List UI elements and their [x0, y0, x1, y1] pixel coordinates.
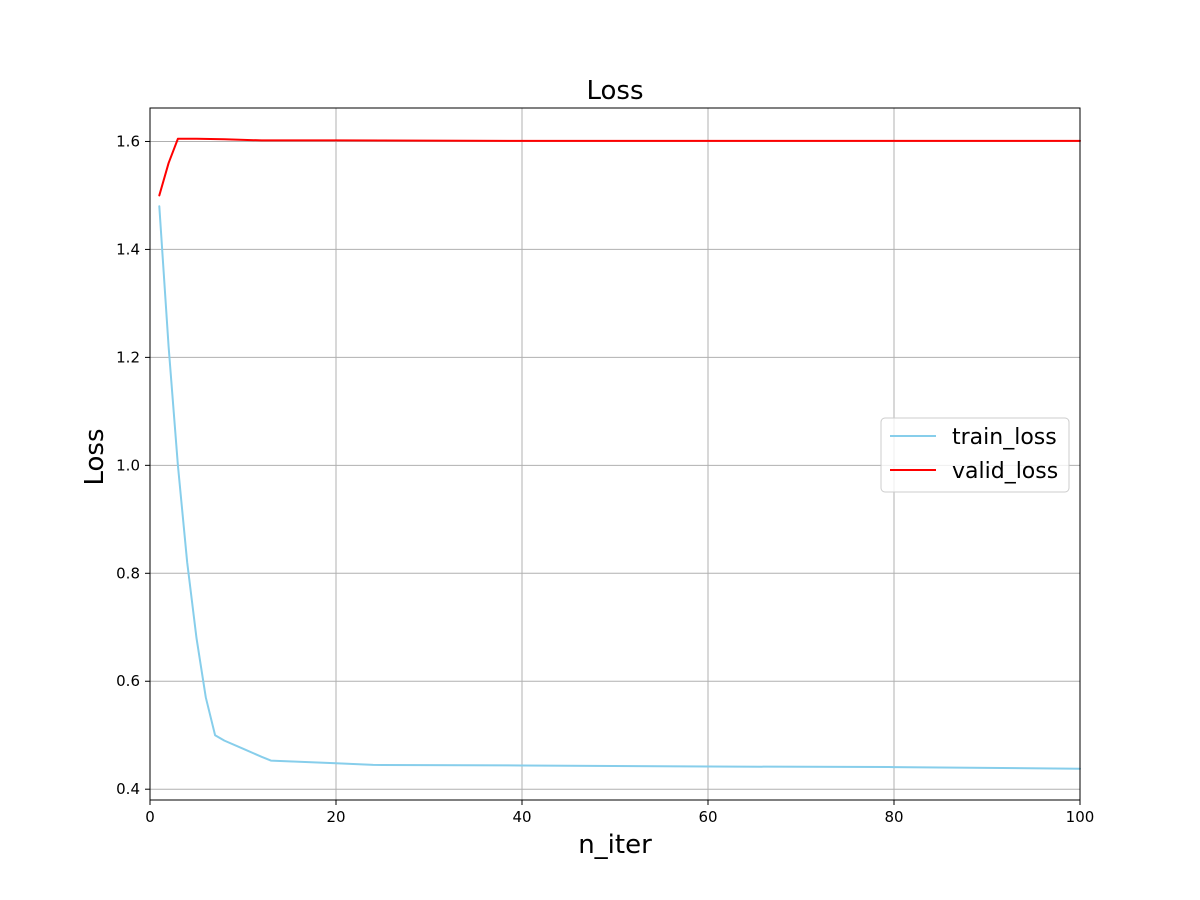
y-tick-label-1: 0.6	[116, 672, 140, 690]
x-axis-label: n_iter	[578, 830, 652, 860]
chart-title: Loss	[586, 76, 643, 106]
x-tick-label-1: 20	[326, 808, 345, 826]
x-tick-label-0: 0	[145, 808, 155, 826]
x-tick-label-4: 80	[884, 808, 903, 826]
x-tick-label-2: 40	[512, 808, 531, 826]
y-tick-label-6: 1.6	[116, 132, 140, 150]
legend-label-valid-loss: valid_loss	[952, 459, 1058, 484]
y-tick-label-2: 0.8	[116, 564, 140, 582]
series-line-train-loss	[158, 205, 1081, 770]
y-tick-label-0: 0.4	[116, 780, 140, 798]
y-tick-label-5: 1.4	[116, 240, 140, 258]
y-tick-label-4: 1.2	[116, 348, 140, 366]
axis-ticks: 0 20 40 60 80 100 0.4 0.6 0.8 1.0 1.2 1.4 1.6	[116, 132, 1094, 826]
y-axis-label: Loss	[80, 428, 110, 485]
legend: train_loss valid_loss	[880, 417, 1070, 493]
series-lines	[158, 137, 1081, 770]
series-line-valid-loss	[158, 137, 1081, 197]
y-tick-label-3: 1.0	[116, 456, 140, 474]
x-tick-label-5: 100	[1066, 808, 1095, 826]
legend-label-train-loss: train_loss	[952, 425, 1057, 450]
plot-frame	[149, 107, 1081, 801]
x-tick-label-3: 60	[698, 808, 717, 826]
